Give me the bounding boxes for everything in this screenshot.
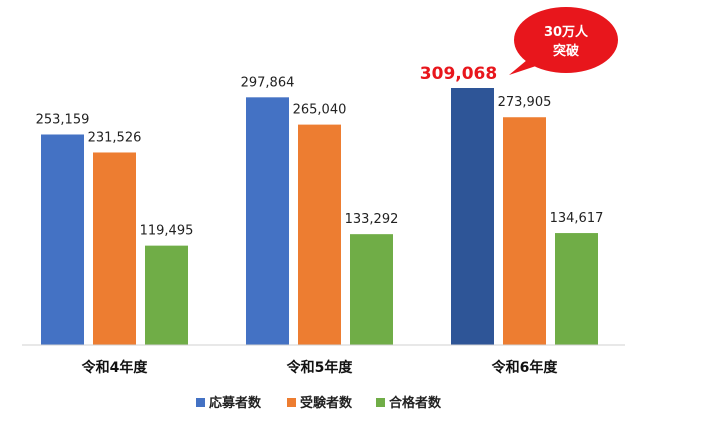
bar-応募者数-令和5年度 <box>246 97 289 345</box>
legend-swatch-受験者数 <box>287 398 296 407</box>
bar-受験者数-令和6年度 <box>503 117 546 345</box>
bars-layer <box>41 88 598 345</box>
bar-合格者数-令和6年度 <box>555 233 598 345</box>
legend: 応募者数 受験者数 合格者数 <box>196 395 442 411</box>
bar-合格者数-令和4年度 <box>145 245 188 345</box>
legend-label-合格者数: 合格者数 <box>389 395 442 411</box>
callout-ellipse <box>514 7 618 73</box>
bar-応募者数-令和6年度 <box>451 88 494 345</box>
legend-label-受験者数: 受験者数 <box>300 395 353 411</box>
value-label-応募者数-令和6年度: 309,068 <box>420 64 497 84</box>
value-label-応募者数-令和4年度: 253,159 <box>36 112 90 127</box>
category-label-令和5年度: 令和5年度 <box>286 359 354 376</box>
category-label-令和4年度: 令和4年度 <box>81 359 149 376</box>
value-labels-layer: 253,159 231,526 119,495 297,864 265,040 133,2… <box>36 64 604 239</box>
bar-受験者数-令和4年度 <box>93 152 136 345</box>
value-label-受験者数-令和4年度: 231,526 <box>88 130 142 145</box>
bar-応募者数-令和4年度 <box>41 134 84 345</box>
legend-label-応募者数: 応募者数 <box>209 395 262 411</box>
category-labels-layer: 令和4年度 令和5年度 令和6年度 <box>81 359 559 376</box>
legend-swatch-応募者数 <box>196 398 205 407</box>
value-label-合格者数-令和5年度: 133,292 <box>345 212 399 227</box>
callout-pointer <box>509 60 536 75</box>
legend-swatch-合格者数 <box>376 398 385 407</box>
value-label-応募者数-令和5年度: 297,864 <box>241 75 295 90</box>
value-label-受験者数-令和5年度: 265,040 <box>293 103 347 118</box>
callout-text-line: 30万人 <box>544 24 589 40</box>
value-label-合格者数-令和6年度: 134,617 <box>550 211 604 226</box>
bar-合格者数-令和5年度 <box>350 234 393 345</box>
category-label-令和6年度: 令和6年度 <box>491 359 559 376</box>
value-label-受験者数-令和6年度: 273,905 <box>498 95 552 110</box>
callout-text-line: 突破 <box>553 43 579 59</box>
bar-受験者数-令和5年度 <box>298 124 341 345</box>
value-label-合格者数-令和4年度: 119,495 <box>140 224 194 239</box>
